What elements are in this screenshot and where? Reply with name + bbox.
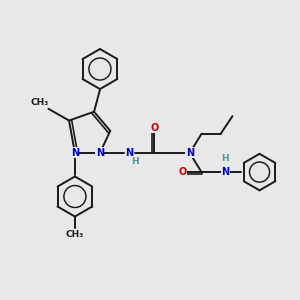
- Text: N: N: [186, 148, 194, 158]
- Text: N: N: [96, 148, 104, 158]
- Text: H: H: [131, 157, 139, 166]
- Text: N: N: [125, 148, 134, 158]
- Text: N: N: [221, 167, 229, 177]
- Text: CH₃: CH₃: [66, 230, 84, 239]
- Text: O: O: [178, 167, 187, 177]
- Text: O: O: [150, 123, 158, 133]
- Text: H: H: [221, 154, 229, 163]
- Text: CH₃: CH₃: [30, 98, 48, 107]
- Text: N: N: [71, 148, 79, 158]
